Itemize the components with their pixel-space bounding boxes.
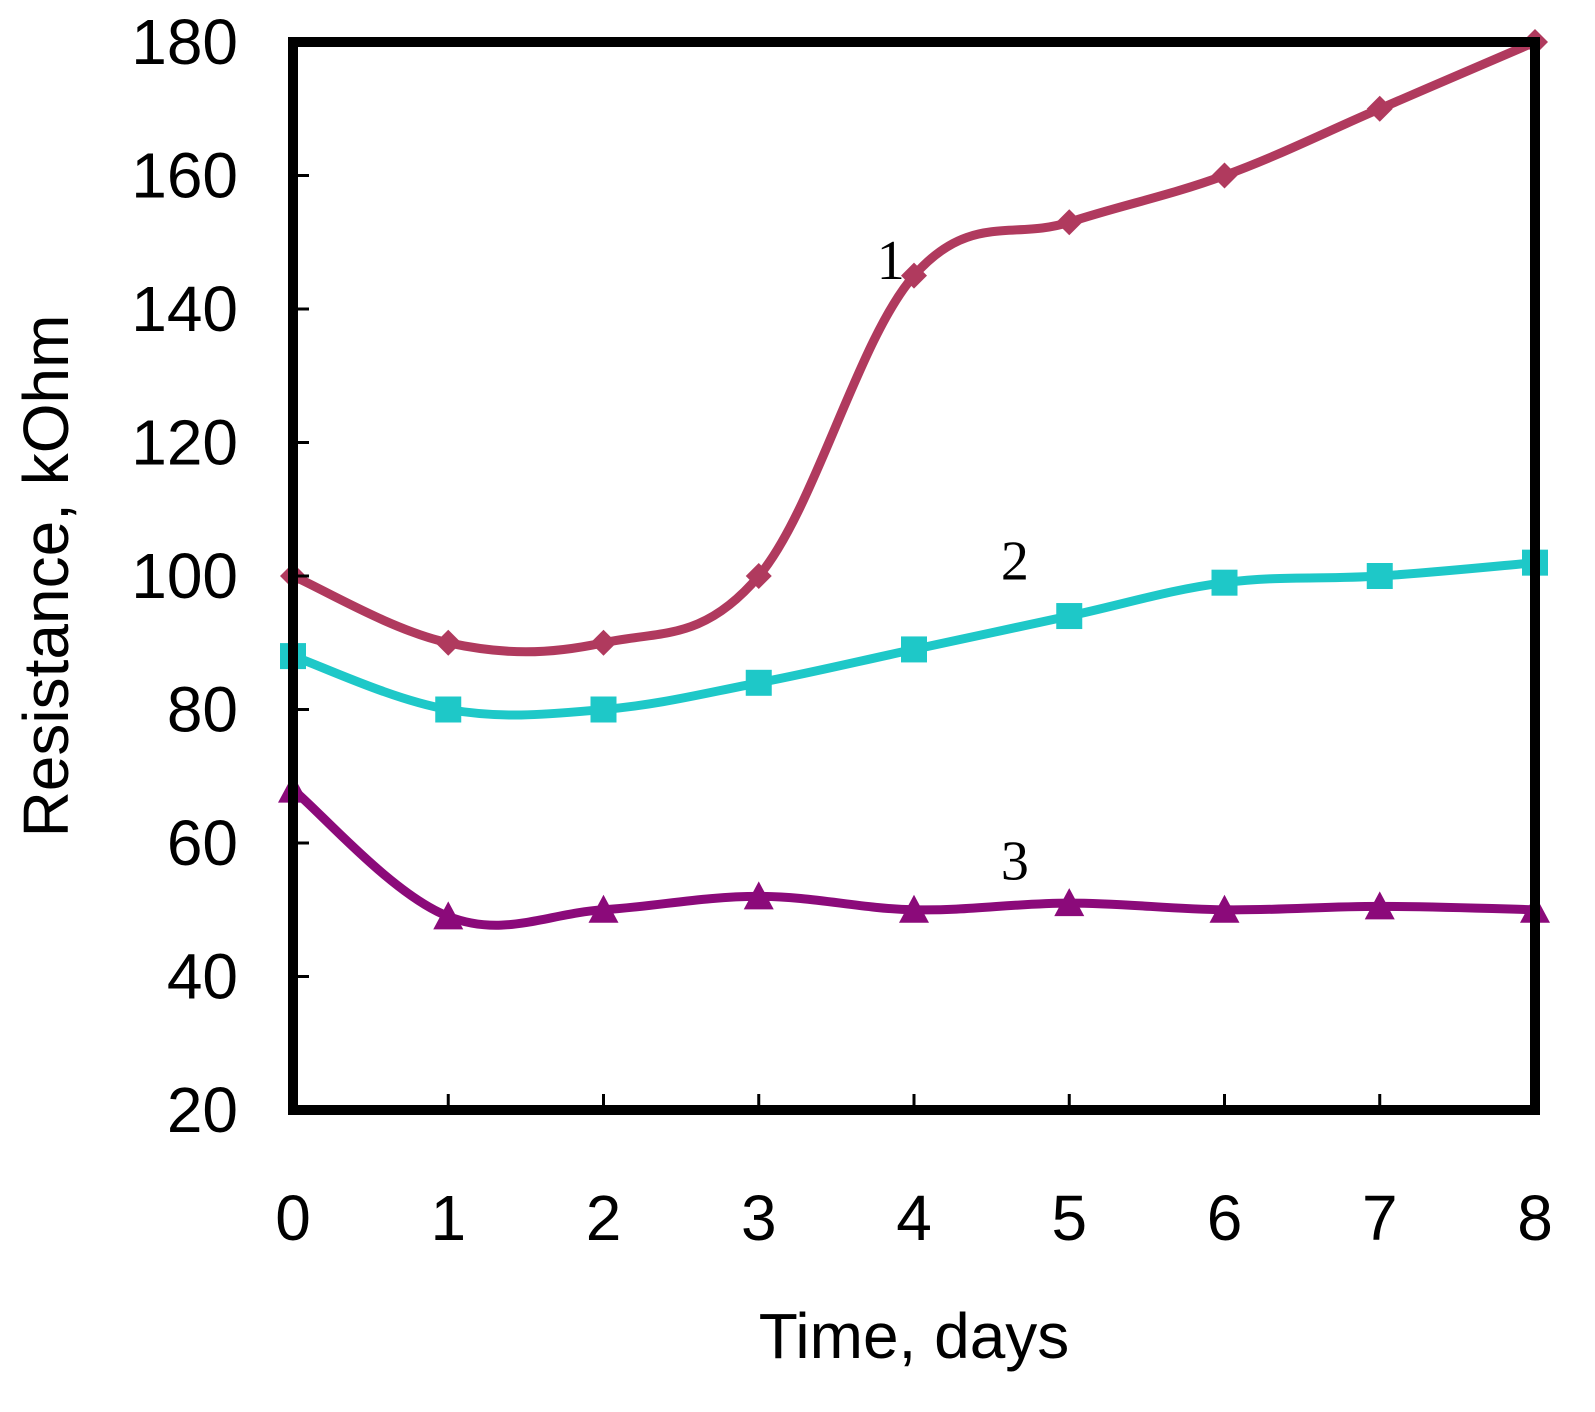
series-line-1 — [288, 37, 1540, 657]
y-tick-label: 40 — [167, 941, 238, 1013]
curve-labels: 1 2 3 — [877, 230, 1029, 893]
y-tick-label: 120 — [131, 407, 238, 479]
curve-label: 1 — [877, 230, 905, 292]
x-tick-label: 0 — [275, 1182, 311, 1254]
x-tick-label: 8 — [1517, 1182, 1553, 1254]
data-point-series-1 — [745, 563, 772, 589]
series-group — [288, 37, 1540, 930]
curve-label: 2 — [1001, 530, 1029, 592]
data-point-series-3 — [1054, 888, 1085, 917]
x-tick-label: 5 — [1051, 1182, 1087, 1254]
data-point-series-1 — [1056, 209, 1083, 236]
x-tick-label: 3 — [741, 1182, 777, 1254]
data-point-series-2 — [1211, 569, 1238, 596]
y-tick-label: 60 — [167, 807, 238, 879]
data-point-series-2 — [1366, 563, 1393, 589]
y-tick-label: 180 — [131, 6, 238, 78]
curve-label: 3 — [1001, 831, 1029, 893]
x-axis-title: Time, days — [759, 1300, 1070, 1372]
x-tick-label: 7 — [1362, 1182, 1398, 1254]
data-point-series-2 — [901, 636, 927, 663]
data-point-series-2 — [590, 696, 617, 723]
y-axis-title: Resistance, kOhm — [10, 315, 82, 838]
data-point-series-1 — [435, 629, 462, 656]
data-point-series-1 — [1366, 95, 1393, 122]
data-point-series-2 — [745, 669, 772, 696]
y-tick-label: 100 — [131, 540, 238, 612]
data-point-series-3 — [1209, 894, 1240, 923]
x-tick-label: 4 — [896, 1182, 932, 1254]
data-point-series-1 — [590, 629, 617, 656]
y-axis-ticks: 20 40 60 80 100 120 140 160 180 — [131, 6, 309, 1146]
y-tick-label: 20 — [167, 1074, 238, 1146]
x-tick-label: 6 — [1207, 1182, 1243, 1254]
y-tick-label: 160 — [131, 140, 238, 212]
data-point-series-3 — [1364, 891, 1395, 920]
markers-group — [278, 29, 1550, 930]
data-point-series-2 — [435, 696, 462, 723]
data-point-series-3 — [899, 894, 929, 923]
data-point-series-2 — [1056, 603, 1083, 630]
x-axis-ticks: 0 1 2 3 4 5 6 7 8 — [275, 1094, 1553, 1254]
data-point-series-3 — [433, 901, 464, 930]
data-point-series-1 — [1211, 162, 1238, 189]
x-tick-label: 1 — [430, 1182, 466, 1254]
y-tick-label: 80 — [167, 674, 238, 746]
data-point-series-3 — [743, 881, 774, 910]
data-point-series-3 — [588, 894, 619, 923]
data-point-series-1 — [901, 262, 927, 289]
y-tick-label: 140 — [131, 273, 238, 345]
x-tick-label: 2 — [586, 1182, 622, 1254]
